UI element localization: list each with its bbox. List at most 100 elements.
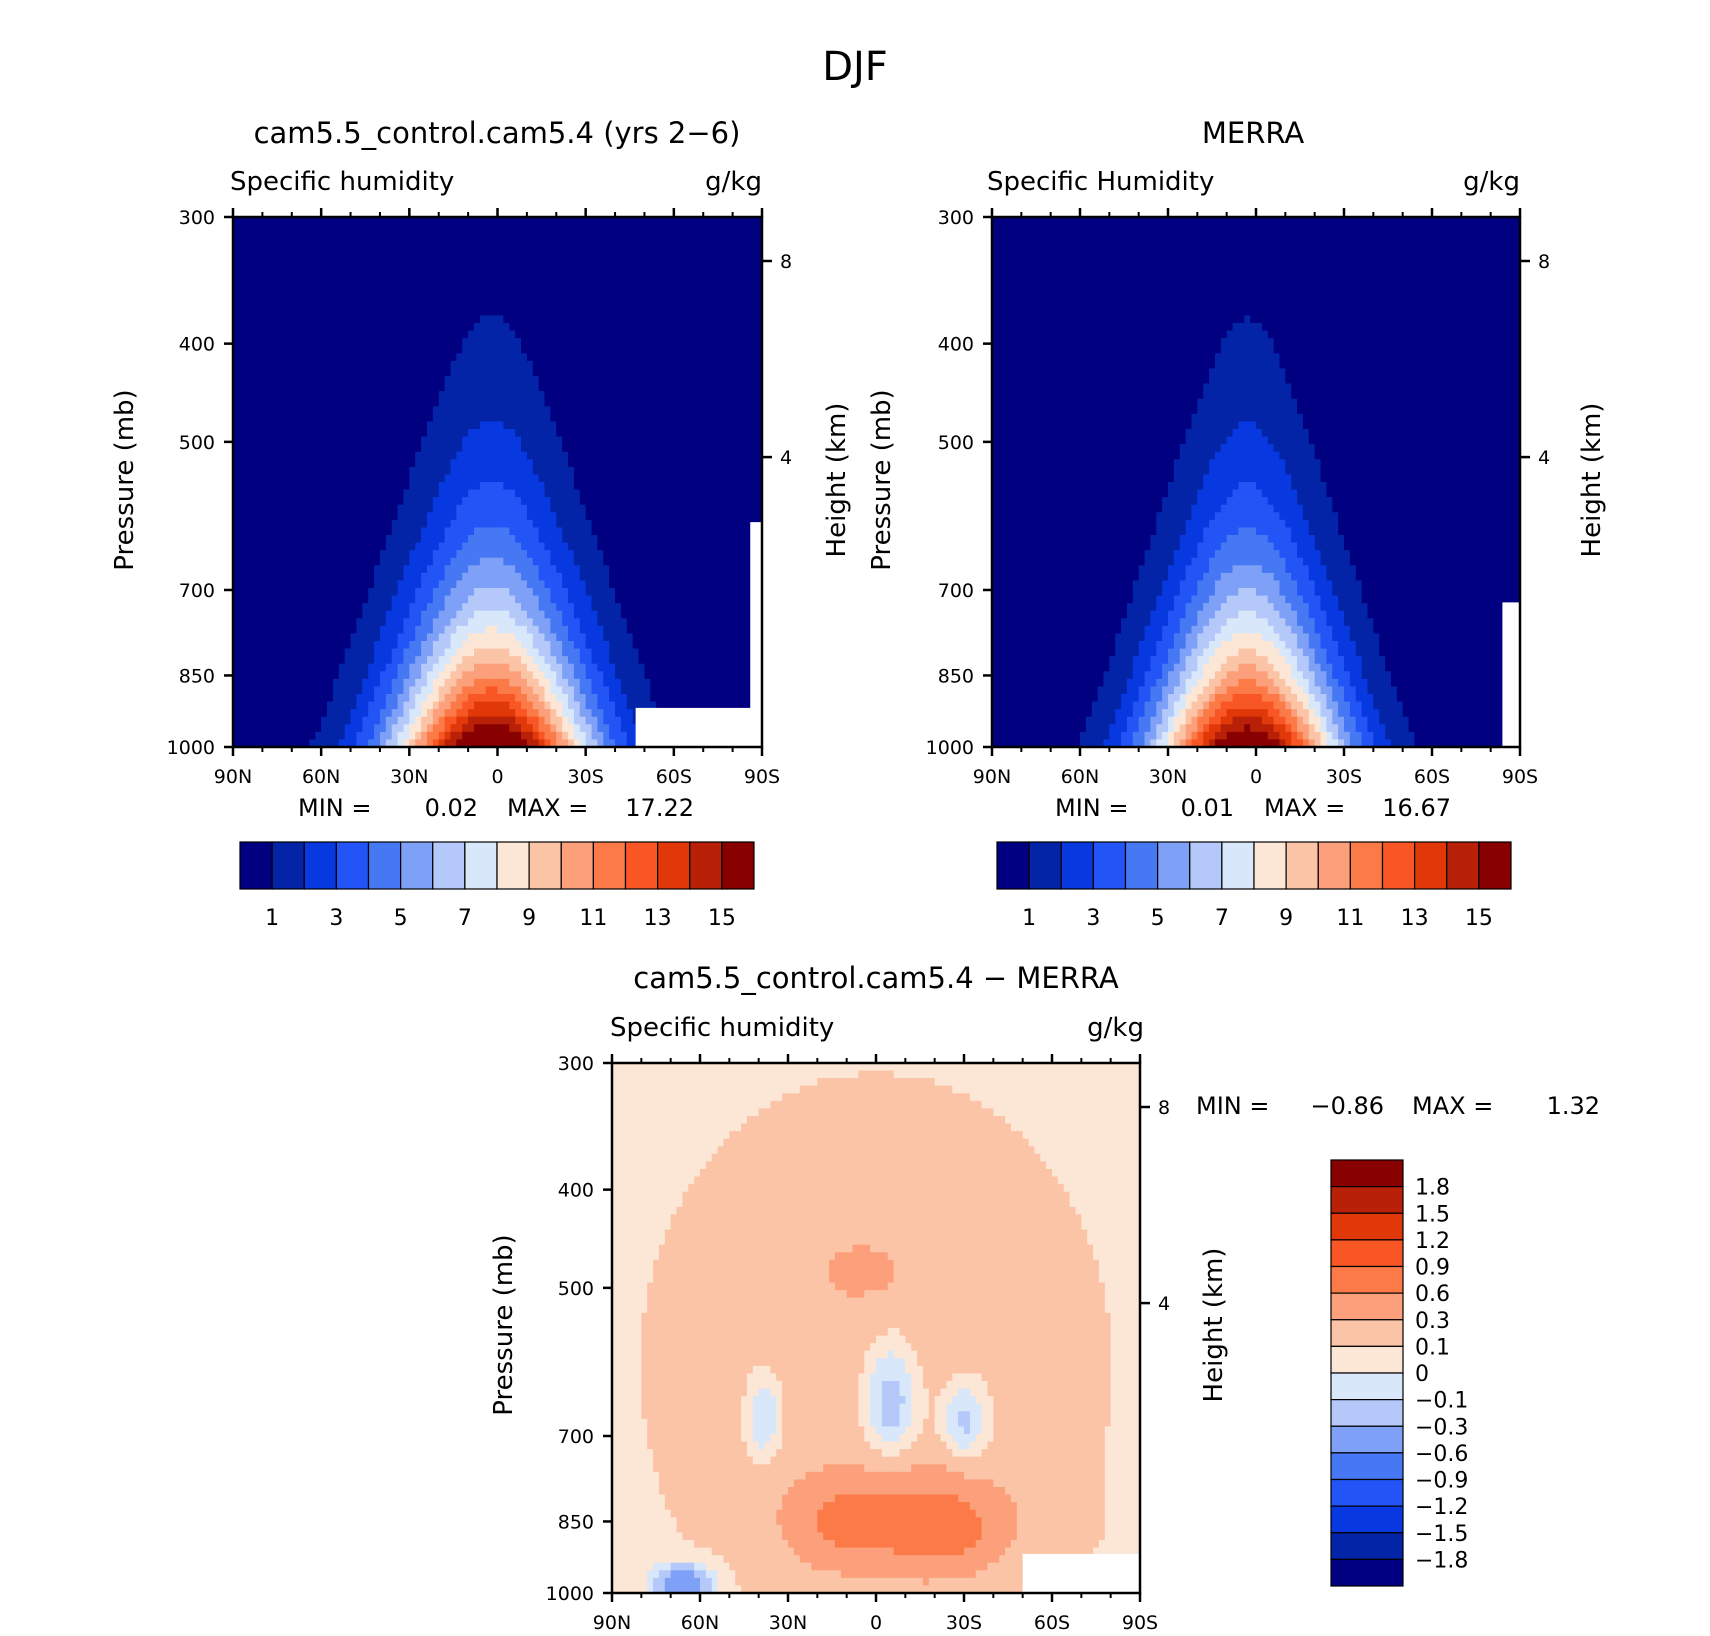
field-cell: [632, 338, 640, 347]
field-cell: [285, 542, 293, 551]
field-cell: [291, 482, 299, 491]
field-cell: [538, 595, 546, 604]
field-cell: [597, 323, 604, 332]
field-cell: [744, 512, 751, 521]
field-cell: [591, 315, 599, 324]
field-cell: [579, 588, 587, 597]
field-cell: [462, 580, 469, 589]
field-cell: [268, 307, 275, 317]
field-cell: [632, 572, 640, 582]
field-cell: [421, 376, 428, 385]
field-cell: [238, 406, 246, 415]
field-cell: [385, 512, 393, 521]
field-cell: [709, 262, 716, 271]
field-cell: [473, 519, 481, 529]
field-cell: [250, 247, 258, 256]
field-cell: [280, 406, 287, 415]
field-cell: [438, 391, 446, 400]
field-cell: [309, 466, 316, 476]
field-cell: [732, 625, 740, 635]
field-cell: [691, 217, 698, 226]
field-cell: [432, 270, 440, 279]
field-cell: [703, 353, 710, 362]
field-cell: [285, 232, 293, 241]
field-cell: [332, 482, 340, 491]
field-cell: [268, 603, 275, 612]
field-cell: [421, 315, 428, 324]
field-cell: [497, 270, 504, 279]
field-cell: [597, 535, 604, 544]
field-cell: [250, 224, 258, 233]
field-cell: [291, 307, 299, 317]
field-cell: [309, 444, 316, 453]
field-cell: [415, 625, 422, 635]
field-cell: [285, 588, 293, 597]
field-cell: [526, 459, 534, 468]
field-cell: [309, 270, 316, 279]
field-cell: [356, 217, 363, 226]
field-cell: [679, 285, 687, 294]
field-cell: [479, 338, 487, 347]
field-cell: [444, 413, 452, 423]
field-cell: [497, 459, 504, 468]
field-cell: [573, 391, 581, 400]
field-cell: [579, 519, 587, 529]
field-cell: [568, 360, 575, 370]
field-cell: [409, 535, 416, 544]
field-cell: [615, 247, 622, 256]
field-cell: [579, 391, 587, 400]
field-cell: [538, 277, 546, 286]
field-cell: [503, 466, 510, 476]
field-cell: [432, 512, 440, 521]
field-cell: [280, 603, 287, 612]
field-cell: [397, 353, 405, 362]
field-cell: [603, 535, 610, 544]
field-cell: [368, 512, 375, 521]
field-cell: [509, 557, 516, 566]
field-cell: [391, 527, 399, 536]
field-cell: [532, 277, 540, 286]
field-cell: [515, 466, 522, 476]
field-cell: [450, 474, 457, 483]
field-cell: [697, 459, 704, 468]
field-cell: [297, 421, 305, 430]
field-cell: [738, 391, 745, 400]
field-cell: [374, 618, 381, 627]
field-cell: [438, 292, 446, 301]
field-cell: [297, 345, 305, 354]
field-cell: [744, 247, 751, 256]
field-cell: [568, 270, 575, 279]
field-cell: [409, 247, 416, 256]
field-cell: [332, 451, 340, 460]
field-cell: [550, 338, 557, 347]
field-cell: [720, 550, 728, 559]
field-cell: [585, 391, 593, 400]
field-cell: [568, 610, 575, 619]
field-cell: [603, 232, 610, 241]
field-cell: [673, 323, 681, 332]
field-cell: [415, 285, 422, 294]
field-cell: [479, 519, 487, 529]
field-cell: [444, 444, 452, 453]
field-cell: [620, 474, 628, 483]
field-cell: [391, 497, 399, 506]
field-cell: [374, 625, 381, 635]
field-cell: [521, 595, 528, 604]
field-cell: [391, 535, 399, 544]
field-cell: [620, 451, 628, 460]
field-cell: [344, 353, 352, 362]
field-cell: [280, 292, 287, 301]
field-cell: [309, 535, 316, 544]
field-cell: [262, 512, 269, 521]
field-cell: [726, 459, 734, 468]
field-cell: [233, 224, 240, 233]
field-cell: [585, 398, 593, 407]
field-cell: [385, 436, 393, 445]
field-cell: [591, 527, 599, 536]
field-cell: [744, 368, 751, 377]
field-cell: [732, 239, 740, 248]
field-cell: [468, 262, 475, 271]
field-cell: [703, 595, 710, 604]
field-cell: [703, 376, 710, 385]
field-cell: [691, 323, 698, 332]
